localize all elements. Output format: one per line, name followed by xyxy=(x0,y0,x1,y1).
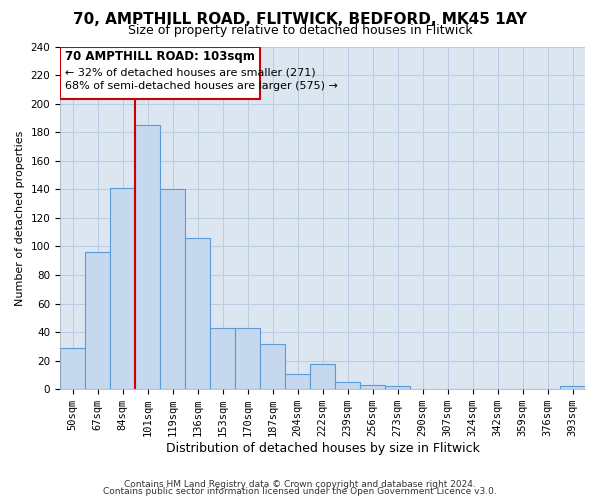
Y-axis label: Number of detached properties: Number of detached properties xyxy=(15,130,25,306)
Text: Contains HM Land Registry data © Crown copyright and database right 2024.: Contains HM Land Registry data © Crown c… xyxy=(124,480,476,489)
Bar xyxy=(260,344,285,389)
Text: ← 32% of detached houses are smaller (271): ← 32% of detached houses are smaller (27… xyxy=(65,67,316,77)
Bar xyxy=(310,364,335,389)
Bar xyxy=(560,386,585,389)
Text: 70 AMPTHILL ROAD: 103sqm: 70 AMPTHILL ROAD: 103sqm xyxy=(65,50,255,63)
Bar xyxy=(360,385,385,389)
Text: 70, AMPTHILL ROAD, FLITWICK, BEDFORD, MK45 1AY: 70, AMPTHILL ROAD, FLITWICK, BEDFORD, MK… xyxy=(73,12,527,26)
Bar xyxy=(385,386,410,389)
Bar xyxy=(235,328,260,389)
Bar xyxy=(135,125,160,389)
Bar xyxy=(185,238,210,389)
FancyBboxPatch shape xyxy=(60,46,260,100)
X-axis label: Distribution of detached houses by size in Flitwick: Distribution of detached houses by size … xyxy=(166,442,479,455)
Text: 68% of semi-detached houses are larger (575) →: 68% of semi-detached houses are larger (… xyxy=(65,82,338,92)
Bar xyxy=(60,348,85,389)
Bar xyxy=(335,382,360,389)
Bar xyxy=(85,252,110,389)
Bar xyxy=(285,374,310,389)
Bar xyxy=(210,328,235,389)
Bar xyxy=(160,190,185,389)
Bar xyxy=(110,188,135,389)
Text: Contains public sector information licensed under the Open Government Licence v3: Contains public sector information licen… xyxy=(103,488,497,496)
Text: Size of property relative to detached houses in Flitwick: Size of property relative to detached ho… xyxy=(128,24,472,37)
